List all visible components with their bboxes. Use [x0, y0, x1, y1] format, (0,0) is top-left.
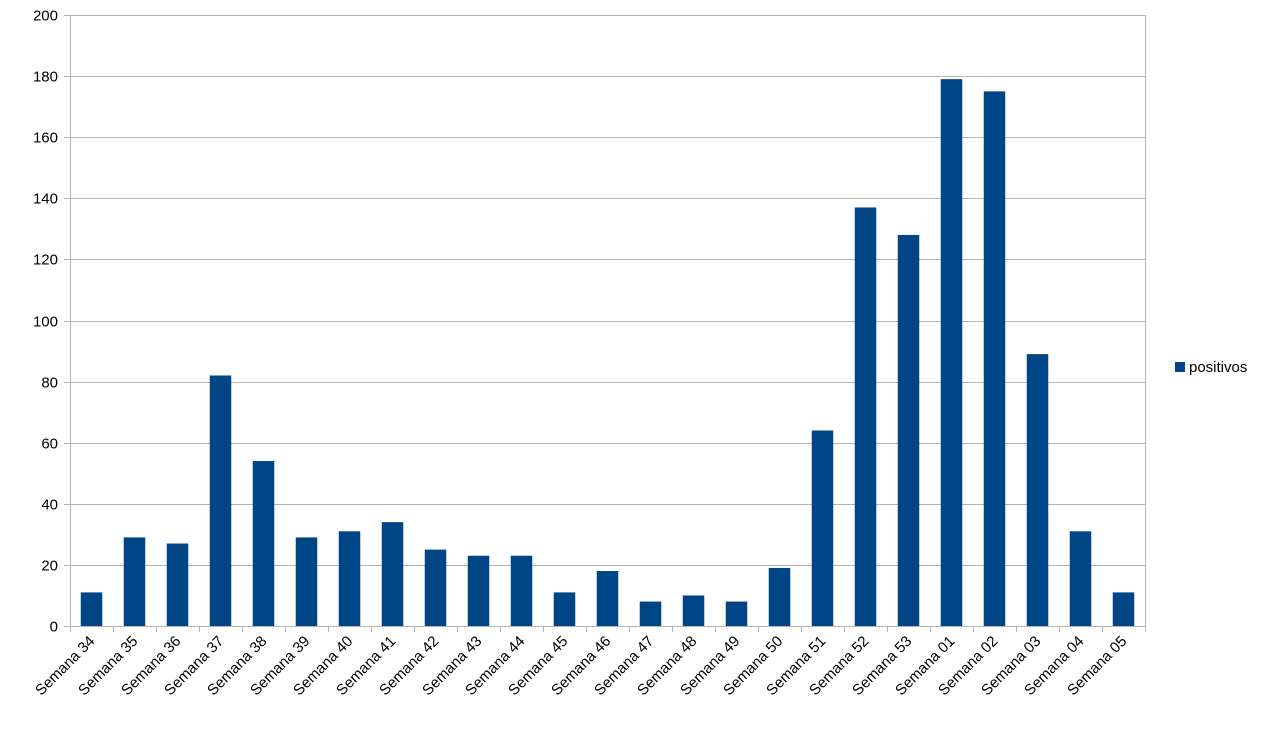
bar-semana-44: [510, 555, 533, 626]
y-tick-label: 120: [33, 252, 58, 269]
y-tick-label: 40: [41, 497, 58, 514]
bars: [80, 79, 1135, 626]
bar-semana-45: [553, 592, 576, 626]
bar-semana-05: [1112, 592, 1135, 626]
y-tick-label: 140: [33, 191, 58, 208]
y-tick-label: 60: [41, 436, 58, 453]
bar-semana-47: [639, 601, 662, 626]
bar-semana-52: [854, 207, 877, 626]
bar-semana-03: [1026, 354, 1049, 626]
bar-semana-01: [940, 79, 963, 626]
bar-semana-37: [209, 375, 232, 626]
y-tick-label: 0: [50, 619, 58, 636]
bar-semana-51: [811, 430, 834, 626]
bar-semana-04: [1069, 531, 1092, 626]
bar-semana-41: [381, 522, 404, 626]
y-tick-label: 80: [41, 375, 58, 392]
axes: [64, 15, 1146, 632]
bar-semana-43: [467, 555, 490, 626]
bar-semana-34: [80, 592, 103, 626]
bar-semana-49: [725, 601, 748, 626]
bar-semana-36: [166, 543, 189, 626]
bar-semana-35: [123, 537, 146, 626]
bar-semana-53: [897, 234, 920, 626]
legend-label-positivos: positivos: [1189, 359, 1247, 376]
bar-semana-42: [424, 549, 447, 626]
legend: positivos: [1175, 359, 1247, 376]
gridlines: [70, 15, 1145, 627]
bar-semana-40: [338, 531, 361, 626]
y-tick-label: 200: [33, 8, 58, 25]
bar-semana-02: [983, 91, 1006, 626]
y-axis-tick-labels: 0 20 40 60 80 100 120 140 160 180 200: [33, 8, 58, 636]
bar-semana-38: [252, 461, 275, 626]
bar-semana-39: [295, 537, 318, 626]
y-tick-label: 20: [41, 558, 58, 575]
bar-semana-46: [596, 571, 619, 626]
y-tick-label: 100: [33, 314, 58, 331]
bar-semana-50: [768, 567, 791, 626]
legend-swatch-positivos: [1175, 362, 1185, 372]
bar-semana-48: [682, 595, 705, 626]
y-tick-label: 180: [33, 69, 58, 86]
y-tick-label: 160: [33, 130, 58, 147]
